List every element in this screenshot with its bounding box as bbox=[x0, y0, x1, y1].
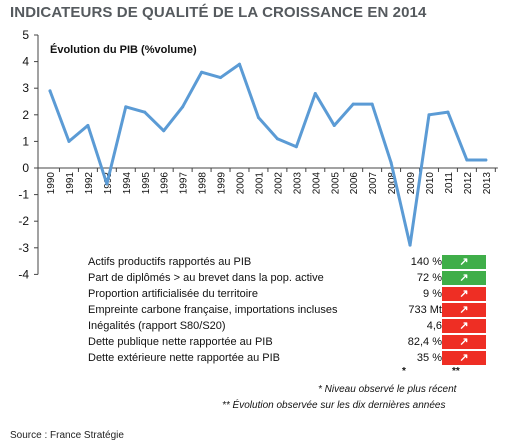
x-tick-label: 1990 bbox=[46, 172, 57, 195]
data-point bbox=[275, 137, 279, 141]
indicator-label: Dette extérieure nette rapportée au PIB bbox=[88, 352, 281, 364]
x-tick-label: 2011 bbox=[444, 172, 455, 194]
indicator-value: 9 % bbox=[423, 288, 442, 300]
chart-subtitle: Évolution du PIB (%volume) bbox=[50, 44, 197, 56]
indicator-label: Empreinte carbone française, importation… bbox=[88, 304, 338, 316]
indicator-value: 82,4 % bbox=[407, 336, 442, 348]
gdp-growth-line bbox=[48, 62, 488, 247]
data-point bbox=[389, 161, 393, 165]
x-tick-label: 2004 bbox=[311, 172, 322, 195]
indicator-row: Empreinte carbone française, importation… bbox=[88, 302, 486, 318]
x-tick-label: 2013 bbox=[482, 172, 493, 195]
indicators-table: Actifs productifs rapportés au PIB 140 % ↗… bbox=[88, 254, 486, 366]
data-point bbox=[105, 182, 109, 186]
x-tick-label: 2012 bbox=[463, 172, 474, 195]
x-tick-label: 2005 bbox=[330, 172, 341, 195]
indicator-label: Inégalités (rapport S80/S20) bbox=[88, 320, 226, 332]
indicator-row: Part de diplômés > au brevet dans la pop… bbox=[88, 270, 486, 286]
indicator-value: 140 % bbox=[410, 256, 442, 268]
y-tick-label: 1 bbox=[22, 134, 29, 148]
y-tick-label: -4 bbox=[18, 267, 29, 281]
indicator-row: Actifs productifs rapportés au PIB 140 % ↗ bbox=[88, 254, 486, 270]
y-tick-label: 2 bbox=[22, 108, 29, 122]
x-tick-label: 1997 bbox=[179, 172, 190, 195]
x-tick-label: 2006 bbox=[349, 172, 360, 195]
y-tick-label: -2 bbox=[18, 214, 29, 228]
trend-mark: ** bbox=[452, 366, 460, 377]
data-point bbox=[446, 110, 450, 114]
data-point bbox=[427, 113, 431, 117]
x-tick-label: 1995 bbox=[141, 172, 152, 195]
data-point bbox=[332, 123, 336, 127]
x-tick-label: 2009 bbox=[406, 172, 417, 195]
indicator-value: 72 % bbox=[416, 272, 442, 284]
indicator-label: Proportion artificialisée du territoire bbox=[88, 288, 258, 300]
data-point bbox=[408, 243, 412, 247]
trend-arrow-icon: ↗ bbox=[442, 319, 486, 333]
trend-arrow-icon: ↗ bbox=[442, 351, 486, 365]
x-tick-label: 2000 bbox=[236, 172, 247, 195]
indicator-label: Part de diplômés > au brevet dans la pop… bbox=[88, 272, 324, 284]
y-tick-label: -1 bbox=[18, 188, 29, 202]
trend-arrow-icon: ↗ bbox=[442, 303, 486, 317]
data-point bbox=[162, 129, 166, 133]
footnote-level: * Niveau observé le plus récent bbox=[318, 384, 457, 395]
y-tick-label: 0 bbox=[22, 161, 29, 175]
x-tick-label: 1996 bbox=[160, 172, 171, 195]
x-tick-label: 1994 bbox=[122, 172, 133, 195]
indicator-value: 35 % bbox=[416, 352, 442, 364]
indicator-row: Inégalités (rapport S80/S20) 4,6 ↗ bbox=[88, 318, 486, 334]
data-point bbox=[238, 62, 241, 66]
x-tick-label: 2001 bbox=[254, 172, 265, 195]
chart-title: INDICATEURS DE QUALITÉ DE LA CROISSANCE … bbox=[10, 4, 427, 21]
x-tick-label: 1992 bbox=[84, 172, 95, 195]
indicator-row: Dette publique nette rapportée au PIB 82,… bbox=[88, 334, 486, 350]
footnote-trend: ** Évolution observée sur les dix derniè… bbox=[222, 400, 446, 411]
data-point bbox=[294, 145, 298, 149]
data-point bbox=[67, 139, 71, 143]
x-tick-label: 1998 bbox=[198, 172, 209, 195]
data-point bbox=[124, 105, 128, 109]
y-tick-label: 4 bbox=[22, 55, 29, 69]
x-tick-label: 1999 bbox=[217, 172, 228, 195]
data-point bbox=[219, 76, 223, 80]
x-tick-label: 2007 bbox=[368, 172, 379, 195]
data-point bbox=[48, 89, 52, 93]
trend-arrow-icon: ↗ bbox=[442, 287, 486, 301]
x-tick-label: 2002 bbox=[273, 172, 284, 195]
source-note: Source : France Stratégie bbox=[10, 430, 124, 441]
x-tick-label: 2008 bbox=[387, 172, 398, 195]
indicator-value: 733 Mt bbox=[408, 304, 442, 316]
trend-arrow-icon: ↗ bbox=[442, 271, 486, 285]
data-point bbox=[86, 123, 90, 127]
x-tick-label: 1991 bbox=[65, 172, 76, 195]
y-tick-label: -3 bbox=[18, 241, 29, 255]
data-point bbox=[256, 115, 260, 119]
indicator-value: 4,6 bbox=[426, 320, 442, 332]
data-point bbox=[313, 92, 317, 96]
trend-arrow-icon: ↗ bbox=[442, 255, 486, 269]
data-point bbox=[484, 158, 488, 162]
y-tick-label: 3 bbox=[22, 81, 29, 95]
data-point bbox=[143, 110, 147, 114]
data-point bbox=[370, 102, 374, 106]
trend-arrow-icon: ↗ bbox=[442, 335, 486, 349]
indicator-label: Dette publique nette rapportée au PIB bbox=[88, 336, 273, 348]
data-point bbox=[351, 102, 355, 106]
data-point bbox=[465, 158, 469, 162]
data-point bbox=[200, 70, 204, 74]
indicator-row: Proportion artificialisée du territoire 9… bbox=[88, 286, 486, 302]
data-point bbox=[181, 105, 185, 109]
x-tick-label: 2003 bbox=[292, 172, 303, 195]
value-mark: * bbox=[402, 366, 406, 377]
indicator-row: Dette extérieure nette rapportée au PIB 3… bbox=[88, 350, 486, 366]
indicator-label: Actifs productifs rapportés au PIB bbox=[88, 256, 252, 268]
x-tick-label: 2010 bbox=[425, 172, 436, 195]
y-tick-label: 5 bbox=[22, 28, 29, 42]
